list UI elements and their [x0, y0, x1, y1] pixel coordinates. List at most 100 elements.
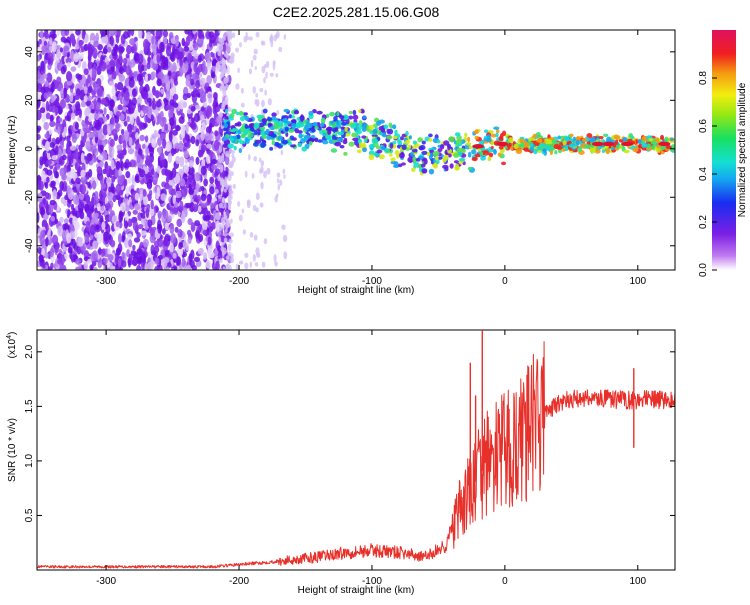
spectrogram-noise-blob: [197, 55, 202, 63]
colorbar-gradient: [712, 30, 736, 270]
spectrogram-noise-blob: [220, 84, 224, 89]
spectrogram-noise-blob: [221, 152, 225, 159]
spectrogram-peak: [472, 144, 485, 149]
spectrogram-noise-blob: [51, 41, 57, 53]
spectrogram-ridge-blob: [605, 148, 610, 155]
spectrogram-noise-blob: [75, 266, 81, 270]
spectrogram-ridge-blob: [345, 118, 350, 125]
spectrogram-noise-blob: [63, 218, 69, 224]
spectrogram-noise-blob: [138, 30, 143, 39]
spectrogram-noise-blob: [178, 46, 183, 52]
spectrogram-noise-blob: [225, 150, 230, 158]
spectrogram-noise-blob: [69, 92, 74, 103]
spectrogram-noise-blob: [222, 89, 227, 95]
spectrogram-noise-blob: [47, 229, 51, 241]
spectrogram-ridge-blob: [536, 139, 543, 143]
spectrogram-noise-blob: [37, 176, 42, 182]
spectrogram-noise-blob: [46, 176, 50, 183]
spectrogram-noise-blob: [50, 95, 54, 104]
snr-multiplier-base: (x10: [7, 338, 18, 358]
spectrogram-noise-blob: [96, 88, 103, 97]
spectrogram-ridge-blob: [358, 142, 363, 149]
spectrogram-noise-blob: [49, 120, 56, 127]
spectrogram-ridge-blob: [339, 144, 345, 149]
spectrogram-noise-blob: [99, 144, 104, 151]
spectrogram-ridge-blob: [536, 145, 541, 151]
spectrogram-noise-blob: [78, 192, 85, 201]
spectrogram-noise-blob: [145, 173, 150, 183]
spectrogram-noise-blob: [152, 45, 157, 55]
colorbar-tick-label: 0.8: [698, 71, 709, 85]
spectrogram-noise-blob: [200, 193, 207, 202]
spectrogram-noise-blob: [159, 41, 165, 53]
spectrogram-noise-blob: [146, 97, 152, 103]
spectrogram-noise-blob: [214, 247, 219, 257]
spectrogram-noise-blob: [263, 170, 267, 179]
spectrogram-noise-blob: [210, 222, 216, 230]
spectrogram-noise-blob: [162, 209, 169, 220]
spectrogram-noise-blob: [37, 125, 42, 132]
spectrogram-ridge-blob: [327, 129, 332, 136]
spectrogram-ridge-blob: [314, 137, 319, 143]
spectrogram-noise-blob: [43, 40, 48, 47]
spectrogram-ridge-blob: [386, 135, 393, 140]
spectrogram-ridge-blob: [376, 120, 382, 126]
spectrogram-noise-blob: [272, 60, 276, 65]
spectrogram-noise-blob: [168, 132, 173, 139]
spectrogram-ridge-blob: [368, 143, 376, 149]
spectrogram-noise-blob: [122, 139, 127, 150]
spectrogram-ridge-blob: [325, 113, 330, 118]
spectrogram-ridge-blob: [345, 132, 351, 137]
spectrogram-noise-blob: [208, 31, 215, 38]
spectrogram-noise-blob: [157, 71, 164, 80]
spectrogram-ridge-blob: [244, 138, 250, 144]
spectrogram-noise-blob: [44, 32, 50, 39]
spectrogram-ridge-blob: [295, 124, 302, 129]
spectrogram-noise-blob: [190, 222, 196, 233]
spectrogram-ridge-blob: [382, 132, 387, 138]
spectrogram-noise-blob: [42, 197, 46, 205]
spectrogram-noise-blob: [44, 133, 51, 139]
spectrogram-noise-blob: [159, 117, 165, 127]
spectrogram-noise-blob: [167, 262, 172, 268]
spectrogram-noise-blob: [70, 66, 77, 72]
spectrogram-ridge-blob: [408, 144, 412, 149]
spectrogram-ridge-blob: [421, 168, 428, 174]
spectrogram-ridge-blob: [651, 144, 656, 150]
spectrogram-ridge-blob: [412, 149, 418, 153]
spectrogram-ridge-blob: [412, 156, 416, 162]
spectrogram-noise-blob: [45, 202, 50, 212]
spectrogram-noise-blob: [131, 88, 137, 98]
spectrogram-noise-blob: [128, 69, 133, 78]
spectrogram-noise-blob: [175, 155, 181, 165]
spectrogram-noise-blob: [244, 262, 249, 270]
spectrogram-ridge-blob: [240, 133, 245, 139]
spectrogram-noise-blob: [213, 139, 220, 151]
spectrogram-ridge-blob: [437, 156, 443, 160]
spectrogram-ridge-blob: [398, 152, 405, 159]
spectrogram-noise-blob: [89, 224, 96, 236]
spectrogram-ridge-blob: [273, 141, 280, 147]
spectrogram-noise-blob: [37, 246, 42, 254]
spectrogram-noise-blob: [151, 35, 155, 45]
spectrogram-noise-blob: [159, 110, 164, 120]
colorbar-tick-label: 0.6: [698, 119, 709, 133]
spectrogram-noise-blob: [152, 173, 159, 184]
spectrogram-noise-blob: [103, 107, 107, 115]
spectrogram-noise-blob: [155, 30, 163, 40]
spectrogram-noise-blob: [191, 117, 195, 123]
spectrogram-noise-blob: [228, 42, 232, 47]
spectrogram-ridge-blob: [271, 112, 277, 117]
spectrogram-noise-blob: [128, 239, 133, 248]
spectrogram-noise-blob: [217, 245, 222, 253]
spectrogram-ridge-blob: [235, 111, 240, 116]
spectrogram-noise-blob: [173, 93, 179, 101]
spectrogram-noise-blob: [227, 107, 232, 112]
spectrogram-noise-blob: [215, 222, 220, 233]
spectrogram-noise-blob: [249, 261, 253, 268]
spectrogram-noise-blob: [193, 43, 199, 51]
spectrogram-noise-blob: [66, 232, 72, 244]
spectrogram-noise-blob: [48, 202, 54, 214]
spectrogram-ridge-blob: [418, 146, 424, 150]
spectrogram-noise-blob: [66, 185, 71, 195]
